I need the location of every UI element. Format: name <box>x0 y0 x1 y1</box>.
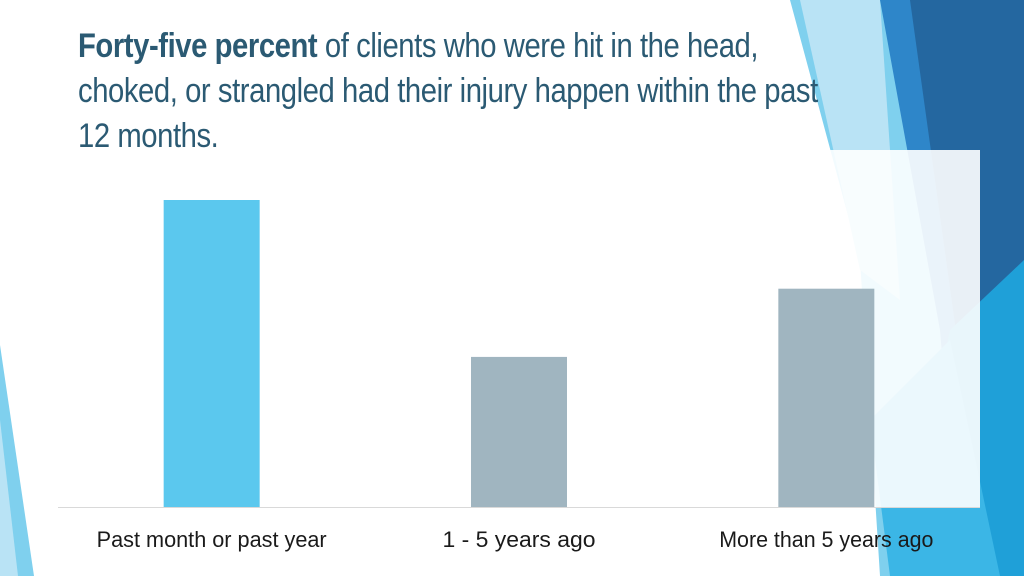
title-regular-text: of clients who were hit in the head, cho… <box>78 27 818 155</box>
slide-title: Forty-five percent of clients who were h… <box>78 24 852 159</box>
bar-1 <box>471 356 567 507</box>
x-tick-label-2: More than 5 years ago <box>719 527 933 552</box>
bar-0 <box>163 200 260 507</box>
left-accent-shape-pale <box>0 420 18 576</box>
bar-2 <box>778 288 875 507</box>
x-tick-label-0: Past month or past year <box>97 527 327 552</box>
title-bold-text: Forty-five percent <box>78 27 318 65</box>
x-tick-label-1: 1 - 5 years ago <box>443 527 596 552</box>
